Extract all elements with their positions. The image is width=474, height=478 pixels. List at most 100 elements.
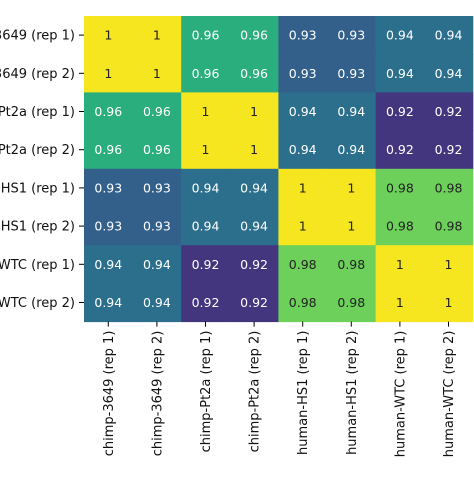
cell-value-label-r3-c7: 0.92 bbox=[386, 104, 414, 119]
cell-value-label-r6-c1: 0.93 bbox=[94, 219, 122, 234]
cell-value-label-r6-c5: 1 bbox=[299, 219, 307, 234]
cell-value-label-r5-c3: 0.94 bbox=[192, 180, 220, 195]
row-label-1: chimp-3649 (rep 1) bbox=[0, 29, 75, 44]
cell-value-label-r1-c4: 0.96 bbox=[240, 28, 268, 43]
heatmap-cell-r5-c6 bbox=[327, 168, 377, 208]
heatmap-cell-r5-c4 bbox=[229, 168, 279, 208]
col-label-2: chimp-3649 (rep 2) bbox=[150, 331, 165, 457]
heatmap-cell-r6-c6 bbox=[327, 207, 377, 246]
cell-value-label-r5-c6: 1 bbox=[347, 180, 355, 195]
cell-value-label-r7-c5: 0.98 bbox=[289, 257, 317, 272]
cell-value-label-r6-c4: 0.94 bbox=[240, 219, 268, 234]
cell-value-label-r2-c8: 0.94 bbox=[435, 66, 463, 81]
cell-value-label-r5-c8: 0.98 bbox=[435, 180, 463, 195]
heatmap-cell-r4-c2 bbox=[132, 130, 182, 170]
cell-value-label-r8-c8: 1 bbox=[445, 295, 453, 310]
col-label-5: human-HS1 (rep 1) bbox=[296, 331, 311, 455]
cell-value-label-r1-c8: 0.94 bbox=[435, 28, 463, 43]
heatmap-cell-r3-c1 bbox=[84, 92, 134, 132]
cell-value-label-r4-c1: 0.96 bbox=[94, 142, 122, 157]
heatmap-cell-r1-c5 bbox=[278, 16, 328, 55]
heatmap-cell-r8-c3 bbox=[181, 283, 231, 323]
cell-value-label-r2-c3: 0.96 bbox=[192, 66, 220, 81]
cell-value-label-r4-c8: 0.92 bbox=[435, 142, 463, 157]
heatmap-cell-r3-c8 bbox=[424, 92, 474, 132]
heatmap-cell-r1-c8 bbox=[424, 16, 474, 55]
cell-value-label-r8-c1: 0.94 bbox=[94, 295, 122, 310]
heatmap-cell-r7-c3 bbox=[181, 245, 231, 284]
heatmap-cell-r2-c3 bbox=[181, 54, 231, 93]
heatmap-cell-r6-c1 bbox=[84, 207, 134, 246]
heatmap-cell-r4-c7 bbox=[375, 130, 425, 170]
heatmap-cell-r2-c6 bbox=[327, 54, 377, 93]
heatmap-cell-r6-c5 bbox=[278, 207, 328, 246]
heatmap-cell-r6-c8 bbox=[424, 207, 474, 246]
cell-value-label-r4-c3: 1 bbox=[202, 142, 210, 157]
heatmap-cell-r3-c5 bbox=[278, 92, 328, 132]
cell-value-label-r2-c7: 0.94 bbox=[386, 66, 414, 81]
heatmap-cell-r4-c8 bbox=[424, 130, 474, 170]
cell-value-label-r4-c7: 0.92 bbox=[386, 142, 414, 157]
col-label-3: chimp-Pt2a (rep 1) bbox=[199, 331, 214, 453]
heatmap-cell-r8-c8 bbox=[424, 283, 474, 323]
cell-value-label-r8-c3: 0.92 bbox=[192, 295, 220, 310]
heatmap-cell-r3-c3 bbox=[181, 92, 231, 132]
row-labels-layer: chimp-3649 (rep 1) chimp-3649 (rep 2) chim… bbox=[0, 29, 84, 311]
col-labels-layer: chimp-3649 (rep 1) chimp-3649 (rep 2) chim… bbox=[102, 321, 457, 457]
heatmap-cell-r5-c7 bbox=[375, 168, 425, 208]
heatmap-cell-r2-c4 bbox=[229, 54, 279, 93]
cell-value-label-r1-c6: 0.93 bbox=[337, 28, 365, 43]
cell-value-label-r7-c4: 0.92 bbox=[240, 257, 268, 272]
cell-value-label-r8-c5: 0.98 bbox=[289, 295, 317, 310]
heatmap-cell-r4-c5 bbox=[278, 130, 328, 170]
heatmap-cell-r4-c4 bbox=[229, 130, 279, 170]
cell-value-label-r6-c8: 0.98 bbox=[435, 219, 463, 234]
row-label-7: human-WTC (rep 1) bbox=[0, 258, 75, 273]
cell-value-label-r2-c5: 0.93 bbox=[289, 66, 317, 81]
cell-value-label-r2-c2: 1 bbox=[153, 66, 161, 81]
cell-value-label-r8-c7: 1 bbox=[396, 295, 404, 310]
heatmap-cell-r5-c3 bbox=[181, 168, 231, 208]
heatmap-cell-r1-c2 bbox=[132, 16, 182, 55]
heatmap-cell-r4-c1 bbox=[84, 130, 134, 170]
cell-value-label-r3-c2: 0.96 bbox=[143, 104, 171, 119]
cell-value-label-r3-c5: 0.94 bbox=[289, 104, 317, 119]
heatmap-cell-r5-c2 bbox=[132, 168, 182, 208]
row-label-4: chimp-Pt2a (rep 2) bbox=[0, 143, 75, 158]
heatmap-cell-r2-c2 bbox=[132, 54, 182, 93]
cell-value-label-r1-c7: 0.94 bbox=[386, 28, 414, 43]
heatmap-cell-r2-c7 bbox=[375, 54, 425, 93]
cell-value-label-r5-c2: 0.93 bbox=[143, 180, 171, 195]
heatmap-cell-r7-c6 bbox=[327, 245, 377, 284]
row-label-8: human-WTC (rep 2) bbox=[0, 296, 75, 311]
cell-value-label-r2-c4: 0.96 bbox=[240, 66, 268, 81]
heatmap-cell-r3-c2 bbox=[132, 92, 182, 132]
cell-value-label-r1-c2: 1 bbox=[153, 28, 161, 43]
col-label-1: chimp-3649 (rep 1) bbox=[102, 331, 117, 457]
col-label-6: human-HS1 (rep 2) bbox=[345, 331, 360, 455]
cell-value-label-r1-c3: 0.96 bbox=[192, 28, 220, 43]
heatmap-cell-r1-c6 bbox=[327, 16, 377, 55]
cell-value-label-r4-c6: 0.94 bbox=[337, 142, 365, 157]
cell-value-label-r6-c3: 0.94 bbox=[192, 219, 220, 234]
heatmap-cell-r5-c5 bbox=[278, 168, 328, 208]
row-label-3: chimp-Pt2a (rep 1) bbox=[0, 105, 75, 120]
heatmap-cell-r8-c1 bbox=[84, 283, 134, 323]
cell-value-label-r5-c5: 1 bbox=[299, 180, 307, 195]
cell-value-label-r8-c6: 0.98 bbox=[337, 295, 365, 310]
heatmap-cell-r7-c7 bbox=[375, 245, 425, 284]
heatmap-cell-r7-c1 bbox=[84, 245, 134, 284]
heatmap-cell-r1-c3 bbox=[181, 16, 231, 55]
cell-value-label-r5-c4: 0.94 bbox=[240, 180, 268, 195]
heatmap-cell-r3-c7 bbox=[375, 92, 425, 132]
cell-value-label-r3-c8: 0.92 bbox=[435, 104, 463, 119]
heatmap-cell-r7-c4 bbox=[229, 245, 279, 284]
row-label-2: chimp-3649 (rep 2) bbox=[0, 67, 75, 82]
heatmap-cell-r6-c3 bbox=[181, 207, 231, 246]
heatmap-cell-r6-c4 bbox=[229, 207, 279, 246]
cell-value-label-r7-c1: 0.94 bbox=[94, 257, 122, 272]
cell-value-label-r6-c2: 0.93 bbox=[143, 219, 171, 234]
heatmap-cell-r8-c2 bbox=[132, 283, 182, 323]
